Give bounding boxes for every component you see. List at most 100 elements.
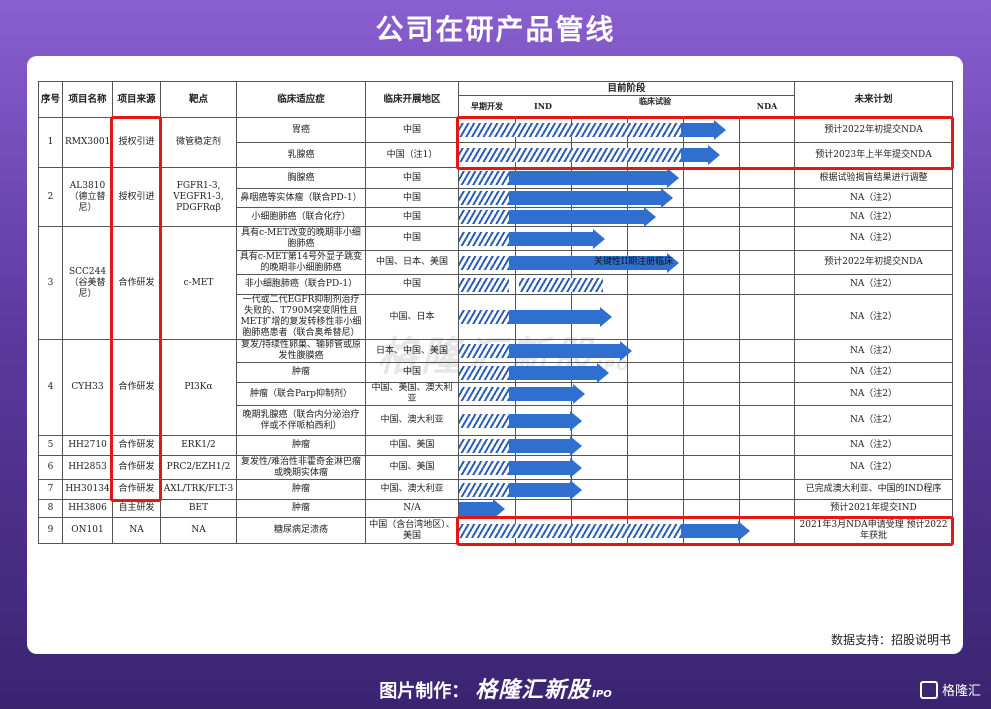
col-stage: 目前阶段: [458, 81, 795, 96]
cell-target: PRC2/EZH1/2: [160, 455, 237, 480]
progress-hatched: [459, 191, 510, 205]
progress-cell: [458, 294, 795, 340]
cell-indication: 一代或二代EGFR抑制剂治疗失败的、T790M突变阴性且MET扩增的复发转移性非…: [236, 294, 366, 340]
table-row: 具有c-MET第14号外显子跳变的晚期非小细胞肺癌 中国、日本、美国 关键性II期注…: [39, 250, 953, 275]
cell-seq: 2: [38, 167, 63, 227]
cell-future-plan: NA（注2）: [794, 226, 953, 251]
cell-region: 中国: [365, 362, 459, 383]
cell-future-plan: NA（注2）: [794, 188, 953, 208]
col-target: 靶点: [160, 81, 237, 118]
cell-indication: 具有c-MET第14号外显子跳变的晚期非小细胞肺癌: [236, 250, 366, 275]
progress-arrow-icon: [667, 168, 680, 188]
progress-hatched: [459, 365, 510, 380]
cell-indication: 晚期乳腺癌（联合内分泌治疗伴或不伴哌柏西利）: [236, 405, 366, 436]
cell-indication: 小细胞肺癌（联合化疗）: [236, 207, 366, 227]
progress-cell: [458, 226, 795, 251]
cell-future-plan: 预计2021年提交IND: [794, 499, 953, 518]
cell-region: N/A: [365, 499, 459, 518]
progress-solid: [509, 231, 594, 246]
progress-solid: [509, 365, 597, 380]
cell-name: SCC244（谷美替尼）: [62, 226, 113, 340]
cell-future-plan: NA（注2）: [794, 435, 953, 456]
cell-target: 微管稳定剂: [160, 117, 237, 168]
table-row: 3 SCC244（谷美替尼） 合作研发 c-MET 具有c-MET改变的晚期非小细胞肺癌…: [38, 226, 953, 340]
stage-nda: NDA: [756, 101, 778, 111]
progress-solid: [509, 387, 574, 401]
progress-hatched: [459, 523, 681, 538]
progress-label: 关键性II期注册临床: [594, 256, 674, 267]
cell-region: 中国（注1）: [365, 142, 459, 168]
col-future: 未来计划: [794, 81, 953, 118]
table-row: 乳腺癌 中国（注1） 预计2023年上半年提交NDA: [39, 142, 953, 168]
stage-divider: [683, 383, 684, 405]
col-source: 项目来源: [112, 81, 161, 118]
progress-bar: [459, 479, 795, 500]
progress-cell: [458, 498, 795, 519]
cell-name: AL3810（德立替尼）: [62, 167, 113, 227]
progress-hatched: [459, 460, 510, 475]
progress-solid: [680, 523, 738, 538]
progress-bar: [459, 228, 795, 249]
cell-seq: 7: [38, 479, 63, 500]
cell-future-plan: NA（注2）: [794, 274, 953, 295]
brand-ipo: IPO: [592, 689, 612, 700]
progress-solid: [509, 171, 668, 185]
cell-indication: 肿瘤: [236, 479, 366, 500]
cell-target: NA: [160, 517, 237, 544]
stage-divider: [739, 143, 740, 167]
stage-divider: [739, 500, 740, 517]
col-region: 临床开展地区: [365, 81, 459, 118]
stage-divider: [739, 251, 740, 274]
cell-indication: 肿瘤: [236, 435, 366, 456]
stage-divider: [683, 189, 684, 207]
footer: 图片制作： 格隆汇新股 IPO: [0, 672, 991, 704]
cell-region: 中国、日本: [365, 294, 459, 340]
cell-source: 授权引进: [112, 167, 161, 227]
progress-bar: [459, 384, 795, 404]
cell-region: 中国、澳大利亚: [365, 405, 459, 436]
progress-bar: [459, 188, 795, 208]
progress-solid: [509, 255, 668, 270]
table-row: 肿瘤（联合Parp抑制剂） 中国、美国、澳大利亚 NA（注2）: [39, 382, 953, 406]
cell-region: 中国、美国、澳大利亚: [365, 382, 459, 406]
progress-bar: 关键性II期注册临床: [459, 252, 795, 273]
cell-seq: 4: [38, 339, 63, 436]
cell-name: CYH33: [62, 339, 113, 436]
progress-hatched: [459, 413, 510, 428]
progress-cell: [458, 455, 795, 480]
progress-arrow-icon: [667, 252, 680, 273]
progress-cell: [458, 362, 795, 383]
cell-source: NA: [112, 517, 161, 544]
stage-divider: [683, 275, 684, 294]
cell-indication: 肿瘤（联合Parp抑制剂）: [236, 382, 366, 406]
progress-bar: [459, 435, 795, 456]
cell-region: 日本、中国、美国: [365, 339, 459, 363]
cell-target: AXL/TRK/FLT-3: [160, 479, 237, 500]
cell-indication: 肿瘤: [236, 499, 366, 518]
stage-divider: [739, 406, 740, 435]
highlight-box: [456, 515, 954, 546]
progress-cell: [458, 382, 795, 406]
stage-divider: [739, 480, 740, 499]
highlight-box: [456, 115, 954, 170]
progress-hatched: [519, 277, 604, 292]
stage-divider: [683, 227, 684, 250]
stage-divider: [627, 406, 628, 435]
stage-divider: [627, 275, 628, 294]
progress-hatched: [459, 123, 681, 137]
stage-divider: [739, 363, 740, 382]
cell-region: 中国、美国: [365, 435, 459, 456]
progress-cell: [458, 405, 795, 436]
cell-seq: 3: [38, 226, 63, 340]
cell-seq: 9: [38, 517, 63, 544]
cell-name: HH30134: [62, 479, 113, 500]
stage-divider: [739, 208, 740, 226]
stage-early: 早期开发: [471, 101, 503, 111]
progress-arrow-icon: [593, 228, 606, 249]
table-row: 晚期乳腺癌（联合内分泌治疗伴或不伴哌柏西利） 中国、澳大利亚 NA（注2）: [39, 405, 953, 436]
progress-arrow-icon: [643, 207, 656, 227]
progress-bar: [459, 277, 795, 292]
stage-subheader: 早期开发 IND 临床试验 NDA: [458, 95, 795, 117]
progress-bar: [459, 168, 795, 188]
pipeline-table: 序号 项目名称 项目来源 靶点 临床适应症 临床开展地区 目前阶段 未来计划 早…: [38, 81, 953, 544]
